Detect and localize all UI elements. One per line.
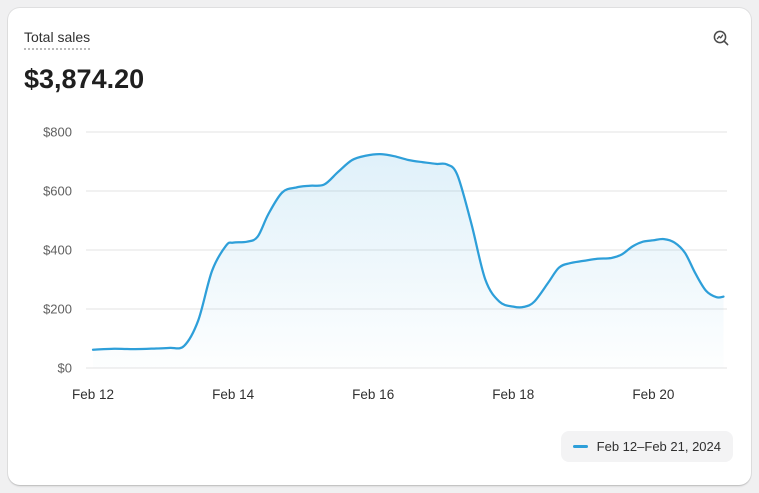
legend-label: Feb 12–Feb 21, 2024 xyxy=(596,439,721,454)
legend-item: Feb 12–Feb 21, 2024 xyxy=(560,431,733,462)
x-tick-label: Feb 20 xyxy=(632,387,674,402)
card-title[interactable]: Total sales xyxy=(24,28,91,50)
sales-line xyxy=(91,152,725,351)
sales-chart[interactable]: $0 $200 $400 $600 $800 Feb 12 Feb 14 Feb 16 Feb … xyxy=(24,118,735,415)
view-report-button[interactable] xyxy=(707,24,735,52)
x-tick-label: Feb 14 xyxy=(212,387,255,402)
y-tick-label: $400 xyxy=(43,243,72,258)
sales-line-chart-svg[interactable]: $0 $200 $400 $600 $800 Feb 12 Feb 14 Feb 16 Feb … xyxy=(24,118,735,410)
x-tick-label: Feb 18 xyxy=(492,387,534,402)
x-tick-label: Feb 16 xyxy=(352,387,394,402)
card-header: Total sales xyxy=(24,28,735,52)
total-sales-card: Total sales $3,874.20 $0 $200 $400 $600 $800… xyxy=(8,8,751,485)
legend-row: Feb 12–Feb 21, 2024 xyxy=(24,431,735,462)
y-tick-label: $0 xyxy=(58,361,72,376)
y-tick-label: $800 xyxy=(43,125,72,140)
y-tick-label: $200 xyxy=(43,302,72,317)
legend-line-swatch xyxy=(572,445,588,448)
x-tick-label: Feb 12 xyxy=(72,387,114,402)
area-fill xyxy=(93,154,724,368)
y-tick-label: $600 xyxy=(43,184,72,199)
total-sales-value: $3,874.20 xyxy=(24,64,145,94)
view-report-magnifier-icon xyxy=(713,30,729,46)
